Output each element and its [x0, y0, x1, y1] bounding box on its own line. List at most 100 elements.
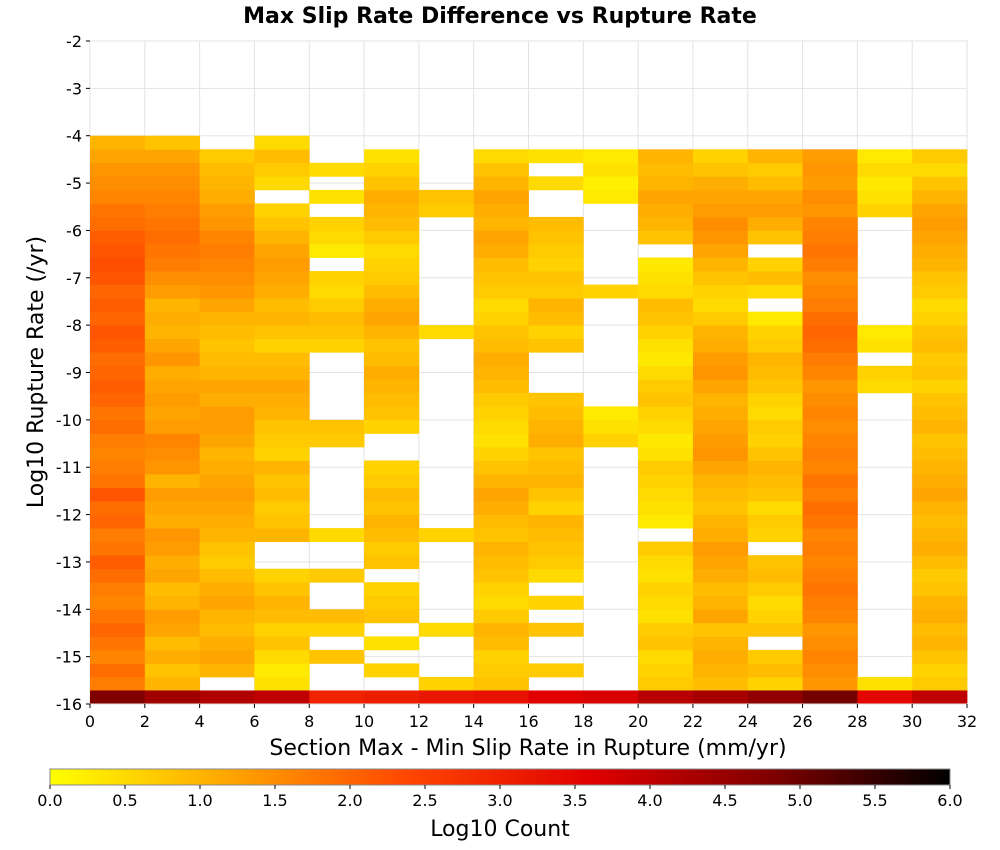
heatmap-cell	[692, 622, 749, 637]
heatmap-cell	[528, 243, 584, 258]
heatmap-cell	[144, 514, 201, 529]
heatmap-cell	[254, 622, 310, 637]
heatmap-cell	[199, 514, 255, 529]
heatmap-cell	[90, 609, 146, 624]
heatmap-cell	[692, 406, 749, 421]
heatmap-cell	[912, 514, 968, 529]
heatmap-cell	[747, 595, 803, 610]
heatmap-cell	[364, 352, 420, 367]
heatmap-cell	[528, 528, 584, 543]
heatmap-cell	[912, 528, 968, 543]
heatmap-cell	[912, 636, 968, 651]
heatmap-cell	[90, 271, 146, 285]
heatmap-cell	[144, 460, 201, 475]
heatmap-cell	[912, 609, 968, 624]
heatmap-cell	[692, 514, 749, 529]
heatmap-cell	[144, 162, 201, 177]
heatmap-cell	[144, 446, 201, 461]
heatmap-cell	[528, 487, 584, 502]
heatmap-cell	[473, 582, 529, 597]
heatmap-cell	[90, 298, 146, 313]
heatmap-cell	[254, 149, 310, 164]
colorbar-tick-label: 0.5	[112, 791, 137, 810]
heatmap-cell	[638, 352, 694, 367]
heatmap-cell-bottom	[418, 690, 475, 704]
heatmap-cell	[747, 162, 803, 177]
heatmap-cell	[583, 176, 639, 191]
heatmap-cell	[912, 284, 968, 299]
heatmap-cell	[364, 176, 420, 191]
heatmap-cell	[364, 311, 420, 326]
heatmap-cell	[144, 406, 201, 421]
heatmap-cell	[692, 257, 749, 272]
heatmap-cell	[638, 149, 694, 164]
heatmap-cell	[144, 555, 201, 570]
heatmap-cell	[747, 365, 803, 380]
heatmap-cell	[747, 392, 803, 407]
heatmap-cell	[144, 649, 201, 664]
heatmap-cell	[747, 433, 803, 448]
heatmap-cell	[692, 338, 749, 353]
colorbar	[49, 768, 951, 786]
heatmap-cell	[857, 203, 913, 218]
heatmap-cell	[144, 473, 201, 488]
heatmap-cell	[473, 338, 529, 353]
heatmap-cell	[747, 284, 803, 299]
heatmap-cell	[254, 460, 310, 475]
heatmap-cell	[692, 676, 749, 691]
heatmap-cell	[144, 216, 201, 231]
heatmap-cell	[638, 216, 694, 231]
heatmap-cell	[857, 176, 913, 191]
heatmap-cell	[747, 338, 803, 353]
heatmap-cell	[199, 325, 255, 340]
x-tick-label: 18	[573, 712, 593, 731]
heatmap-cell	[199, 419, 255, 434]
heatmap-cell	[747, 176, 803, 191]
heatmap-cell	[144, 541, 201, 556]
heatmap-cell	[418, 189, 475, 204]
heatmap-cell	[309, 298, 365, 313]
heatmap-cell	[638, 162, 694, 177]
heatmap-cell	[364, 379, 420, 394]
heatmap-cell	[692, 419, 749, 434]
heatmap-cell	[473, 528, 529, 543]
heatmap-cell	[199, 555, 255, 570]
heatmap-cell	[638, 568, 694, 583]
heatmap-cell	[90, 636, 146, 651]
heatmap-cell	[802, 636, 858, 651]
heatmap-cell	[199, 501, 255, 515]
heatmap-cell	[802, 325, 858, 340]
heatmap-cell	[638, 541, 694, 556]
heatmap-cell	[857, 162, 913, 177]
heatmap-cell	[254, 230, 310, 245]
heatmap-cell	[418, 203, 475, 218]
heatmap-cell	[912, 271, 968, 285]
heatmap-cell	[364, 582, 420, 597]
heatmap-cell	[638, 257, 694, 272]
heatmap-cell	[144, 568, 201, 583]
heatmap-cell	[802, 243, 858, 258]
heatmap-cell	[583, 406, 639, 421]
heatmap-cell	[90, 473, 146, 488]
heatmap-cell	[747, 406, 803, 421]
heatmap-cell	[583, 189, 639, 204]
heatmap-cell	[747, 663, 803, 678]
heatmap-cell	[254, 379, 310, 394]
heatmap-cell	[747, 460, 803, 475]
heatmap-cell	[90, 446, 146, 461]
y-tick-label: -10	[56, 411, 82, 430]
heatmap-cell	[692, 555, 749, 570]
heatmap-cell	[692, 189, 749, 204]
heatmap-cell	[692, 162, 749, 177]
colorbar-tick-label: 5.5	[862, 791, 887, 810]
heatmap-cell	[802, 622, 858, 637]
heatmap-cell	[802, 446, 858, 461]
heatmap-cell	[802, 649, 858, 664]
heatmap-cell	[254, 338, 310, 353]
heatmap-cell	[473, 406, 529, 421]
heatmap-cell	[199, 257, 255, 272]
heatmap-cell	[90, 230, 146, 245]
heatmap-cell	[802, 162, 858, 177]
heatmap-cell	[802, 406, 858, 421]
heatmap-cell	[90, 460, 146, 475]
